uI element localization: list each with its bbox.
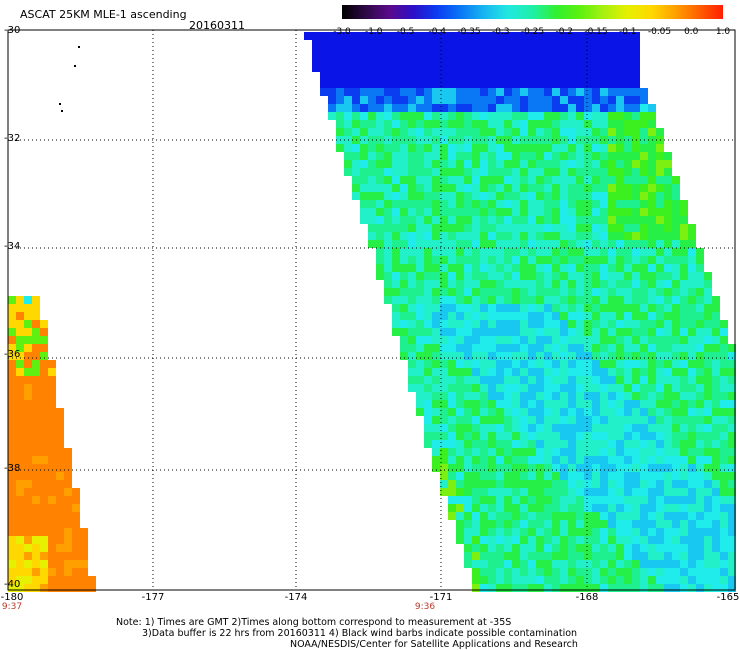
colorbar-labels: -3.0 -1.0 -0.5 -0.4 -0.35 -0.3 -0.25 -0.2 -0.15-… (0, 0, 740, 40)
lat-label-36: -36 (4, 349, 21, 360)
colorbar-tick-label: -0.25 (520, 27, 545, 37)
colorbar-tick-label: -0.05 (647, 27, 672, 37)
lat-label-30: -30 (4, 25, 21, 36)
speck (78, 46, 80, 48)
speck (61, 110, 63, 112)
colorbar-tick-label: 1.0 (715, 27, 731, 37)
colorbar-tick-label: -0.15 (584, 27, 608, 37)
lon-label-177: -177 (141, 592, 165, 603)
time-label-left: 9:37 (1, 602, 23, 612)
lon-label-174: -174 (284, 592, 308, 603)
time-label-right: 9:36 (414, 602, 436, 612)
colorbar (342, 5, 723, 19)
grid-lines (8, 30, 735, 590)
colorbar-tick-label: -0.5 (396, 27, 415, 37)
note-line-3: NOAA/NESDIS/Center for Satellite Applica… (290, 639, 578, 650)
colorbar-tick-label: 0.0 (684, 27, 699, 37)
lon-label-180: -180 (0, 592, 24, 603)
lat-label-38: -38 (4, 463, 21, 474)
swath-left-data-layer (8, 296, 96, 592)
swath-data-layer (304, 32, 736, 592)
colorbar-tick-label: -1.0 (364, 27, 383, 37)
speck (59, 103, 61, 105)
colorbar-tick-label: -0.3 (491, 27, 510, 37)
colorbar-tick-label: -0.4 (428, 27, 447, 37)
lon-label-171: -171 (429, 592, 453, 603)
map-frame (7, 29, 736, 591)
lon-label-165: -165 (716, 592, 740, 603)
lat-label-32: -32 (4, 133, 21, 144)
note-line-1: Note: 1) Times are GMT 2)Times along bot… (116, 617, 512, 628)
colorbar-tick-label: -0.1 (618, 27, 637, 37)
note-line-2: 3)Data buffer is 22 hrs from 20160311 4)… (142, 628, 578, 639)
product-date: 20160311 (189, 19, 245, 32)
product-title: ASCAT 25KM MLE-1 ascending (20, 8, 187, 21)
lat-label-34: -34 (4, 241, 21, 252)
map-specks (59, 46, 80, 112)
colorbar-tick-label: -3.0 (333, 27, 351, 37)
colorbar-tick-label: -0.35 (457, 27, 481, 37)
colorbar-tick-label: -0.2 (555, 27, 574, 37)
speck (74, 65, 76, 67)
lat-label-40: -40 (4, 579, 21, 590)
lon-label-168: -168 (575, 592, 599, 603)
